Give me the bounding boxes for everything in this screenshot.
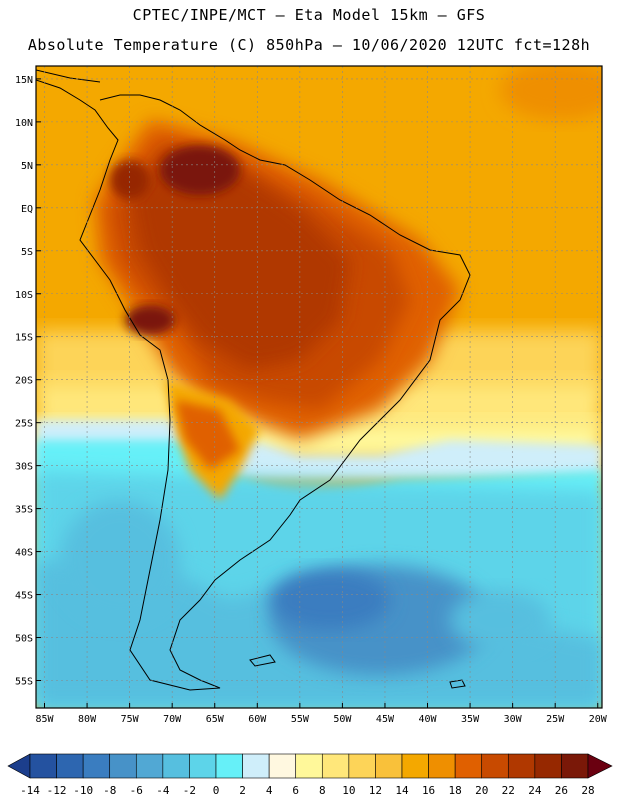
lat-label: 35S bbox=[15, 505, 33, 516]
lat-label: 55S bbox=[15, 676, 33, 687]
colorbar-label: 16 bbox=[422, 784, 435, 797]
colorbar-box bbox=[375, 753, 403, 779]
colorbar-box bbox=[454, 753, 483, 779]
colorbar-label: 20 bbox=[475, 784, 488, 797]
lon-label: 60W bbox=[248, 714, 267, 725]
colorbar-label: 28 bbox=[581, 784, 594, 797]
map-frame bbox=[35, 65, 603, 709]
colorbar-label: 12 bbox=[369, 784, 382, 797]
colorbar-label: 10 bbox=[342, 784, 355, 797]
colorbar-box bbox=[82, 753, 111, 779]
lon-label: 55W bbox=[291, 714, 310, 725]
lon-label: 50W bbox=[333, 714, 352, 725]
lon-label: 45W bbox=[376, 714, 395, 725]
colorbar-label: 6 bbox=[292, 784, 299, 797]
latitude-labels: 15N 10N 5N EQ 5S 10S 15S 20S 25S 30S 35S 40S 45S 50S 5… bbox=[15, 75, 41, 687]
temperature-field bbox=[36, 66, 602, 708]
colorbar bbox=[7, 753, 613, 779]
colorbar-label: 0 bbox=[213, 784, 220, 797]
colorbar-box bbox=[401, 753, 429, 779]
lat-label: 15N bbox=[15, 75, 33, 86]
colorbar-box bbox=[428, 753, 456, 779]
colorbar-box bbox=[348, 753, 376, 779]
lat-label: 20S bbox=[15, 376, 33, 387]
colorbar-label: 8 bbox=[319, 784, 326, 797]
lon-label: 30W bbox=[504, 714, 523, 725]
coastline bbox=[36, 69, 471, 691]
colorbar-box bbox=[189, 753, 217, 779]
colorbar-label: -10 bbox=[73, 784, 93, 797]
lon-label: 75W bbox=[121, 714, 140, 725]
colorbar-box bbox=[321, 753, 350, 779]
colorbar-box bbox=[268, 753, 297, 779]
lon-label: 70W bbox=[163, 714, 182, 725]
colorbar-label: -14 bbox=[20, 784, 40, 797]
colorbar-box bbox=[29, 753, 57, 779]
colorbar-box bbox=[215, 753, 243, 779]
lon-label: 35W bbox=[461, 714, 480, 725]
colorbar-label: -4 bbox=[156, 784, 170, 797]
colorbar-box bbox=[135, 753, 164, 779]
colorbar-box bbox=[507, 753, 536, 779]
lat-label: 40S bbox=[15, 548, 33, 559]
colorbar-box bbox=[481, 753, 509, 779]
colorbar-label: 14 bbox=[395, 784, 409, 797]
colorbar-label: 24 bbox=[528, 784, 542, 797]
colorbar-label: 26 bbox=[555, 784, 568, 797]
lat-label: 5N bbox=[21, 161, 33, 172]
colorbar-label: -8 bbox=[103, 784, 116, 797]
lat-label: 10S bbox=[15, 290, 33, 301]
colorbar-label: 2 bbox=[239, 784, 246, 797]
lon-label: 65W bbox=[206, 714, 225, 725]
colorbar-box bbox=[242, 753, 270, 779]
lat-label: 5S bbox=[21, 247, 33, 258]
colorbar-label: 22 bbox=[502, 784, 515, 797]
colorbar-label: 18 bbox=[449, 784, 462, 797]
colorbar-label: -6 bbox=[130, 784, 143, 797]
lat-label: 25S bbox=[15, 419, 33, 430]
colorbar-label: 4 bbox=[266, 784, 273, 797]
colorbar-arrow-low bbox=[7, 753, 31, 779]
lon-label: 25W bbox=[546, 714, 565, 725]
lat-label: 15S bbox=[15, 333, 33, 344]
lon-label: 20W bbox=[589, 714, 608, 725]
lon-label: 40W bbox=[418, 714, 437, 725]
lat-label: 30S bbox=[15, 462, 33, 473]
lon-label: 85W bbox=[35, 714, 54, 725]
map-title-line2: Absolute Temperature (C) 850hPa – 10/06/… bbox=[27, 36, 591, 54]
colorbar-label: -12 bbox=[47, 784, 67, 797]
colorbar-box bbox=[162, 753, 190, 779]
longitude-labels: 85W 80W 75W 70W 65W 60W 55W 50W 45W 40W 35W 30W 25W 2… bbox=[35, 703, 608, 725]
lat-label: 50S bbox=[15, 634, 33, 645]
colorbar-box bbox=[295, 753, 323, 779]
colorbar-box bbox=[561, 753, 589, 779]
lat-label: 45S bbox=[15, 591, 33, 602]
colorbar-box bbox=[109, 753, 137, 779]
map-title-line1: CPTEC/INPE/MCT – Eta Model 15km – GFS bbox=[132, 6, 486, 24]
lat-label: EQ bbox=[21, 204, 33, 215]
colorbar-arrow-high bbox=[587, 753, 613, 779]
colorbar-label: -2 bbox=[183, 784, 196, 797]
graticule bbox=[36, 66, 602, 708]
colorbar-labels: -14 -12 -10 -8 -6 -4 -2 0 2 4 6 8 10 12 14 16 18 20 22 24 26… bbox=[20, 784, 595, 797]
lon-label: 80W bbox=[78, 714, 97, 725]
colorbar-box bbox=[56, 753, 84, 779]
lat-label: 10N bbox=[15, 118, 33, 129]
colorbar-box bbox=[534, 753, 562, 779]
